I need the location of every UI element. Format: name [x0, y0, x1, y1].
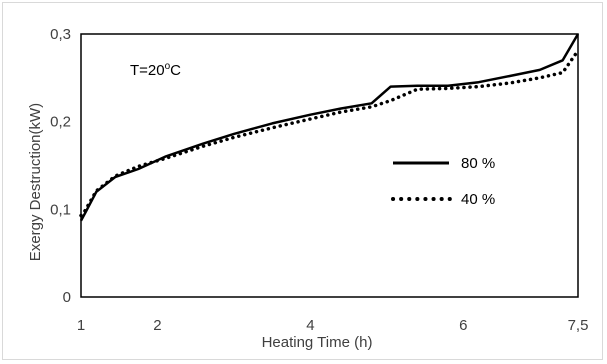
y-axis-ticks: 0 0,1 0,2 0,3	[50, 26, 71, 306]
y-tick-label: 0,2	[50, 114, 71, 131]
temperature-annotation: T=20oC	[130, 61, 181, 79]
chart-frame	[2, 2, 603, 360]
x-tick-label: 4	[306, 317, 314, 334]
legend-label-80: 80 %	[461, 155, 495, 172]
x-tick-label: 6	[459, 317, 467, 334]
series-line-80	[79, 33, 580, 222]
y-tick-label: 0	[63, 289, 71, 306]
legend: 80 % 40 %	[391, 155, 495, 208]
x-tick-label: 2	[153, 317, 161, 334]
plot-area	[80, 33, 579, 298]
x-axis-ticks: 1 2 4 6 7,5	[77, 317, 589, 334]
y-tick-label: 0,3	[50, 26, 71, 43]
x-tick-label: 7,5	[568, 317, 589, 334]
x-tick-label: 1	[77, 317, 85, 334]
y-axis-title: Exergy Destruction(kW)	[27, 103, 44, 261]
y-tick-label: 0,1	[50, 201, 71, 218]
legend-label-40: 40 %	[461, 191, 495, 208]
x-axis-title: Heating Time (h)	[262, 334, 373, 351]
series-layer	[79, 33, 580, 222]
